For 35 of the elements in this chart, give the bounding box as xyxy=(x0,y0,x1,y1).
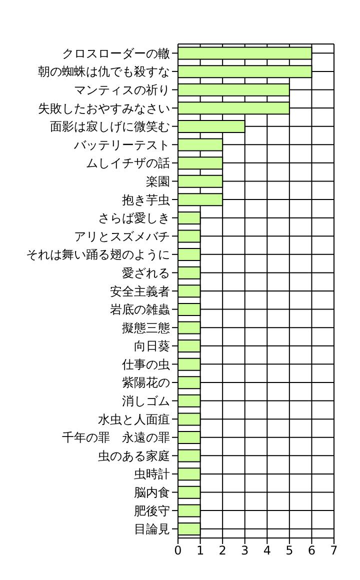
y-tick-label: 向日葵 xyxy=(134,339,170,354)
y-tick-label: 虫のある家庭 xyxy=(98,448,170,463)
x-tick-label: 6 xyxy=(308,544,316,558)
y-tick-label: 千年の罪 永遠の罪 xyxy=(62,430,170,445)
y-tick-label: ムしイチザの話 xyxy=(86,156,170,170)
x-tick-label: 7 xyxy=(330,544,338,558)
y-tick-label: 紫陽花の xyxy=(122,376,170,390)
y-tick-label: 肥後守 xyxy=(134,504,170,518)
y-tick-label: 水虫と人面疽 xyxy=(98,412,170,426)
y-tick-label: 擬態三態 xyxy=(122,320,170,335)
y-tick-label: 失敗したおやすみなさい xyxy=(38,101,170,116)
x-tick-label: 4 xyxy=(263,544,271,558)
y-tick-label: 朝の蜘蛛は仇でも殺すな xyxy=(38,64,170,79)
x-tick-label: 2 xyxy=(218,544,226,558)
y-tick-label: 愛ざれる xyxy=(122,266,170,280)
y-tick-label: 消しゴム xyxy=(122,394,170,408)
y-tick-label: 脳内食 xyxy=(134,486,170,500)
y-tick-label: 岩底の雑蟲 xyxy=(110,302,170,317)
y-tick-label: 虫時計 xyxy=(134,467,170,482)
x-tick-label: 5 xyxy=(286,544,294,558)
y-tick-label: 楽園 xyxy=(146,174,170,188)
y-tick-label: 目論見 xyxy=(134,522,170,536)
y-tick-label: 安全主義者 xyxy=(110,284,170,298)
x-tick-label: 1 xyxy=(196,544,204,558)
y-tick-label: アリとスズメバチ xyxy=(74,229,170,244)
y-tick-label: クロスローダーの轍 xyxy=(62,46,170,60)
y-tick-label: マンティスの祈り xyxy=(74,83,170,97)
y-tick-label: 仕事の虫 xyxy=(121,357,170,372)
x-tick-label: 3 xyxy=(241,544,249,558)
y-tick-label: バッテリーテスト xyxy=(73,138,170,152)
y-tick-label: さらば愛しき xyxy=(98,211,170,226)
y-tick-label: それは舞い踊る翅のように xyxy=(26,248,170,262)
y-tick-label: 面影は寂しげに微笑む xyxy=(50,120,170,134)
y-tick-label: 抱き芋虫 xyxy=(122,192,170,207)
x-tick-label: 0 xyxy=(174,544,182,558)
